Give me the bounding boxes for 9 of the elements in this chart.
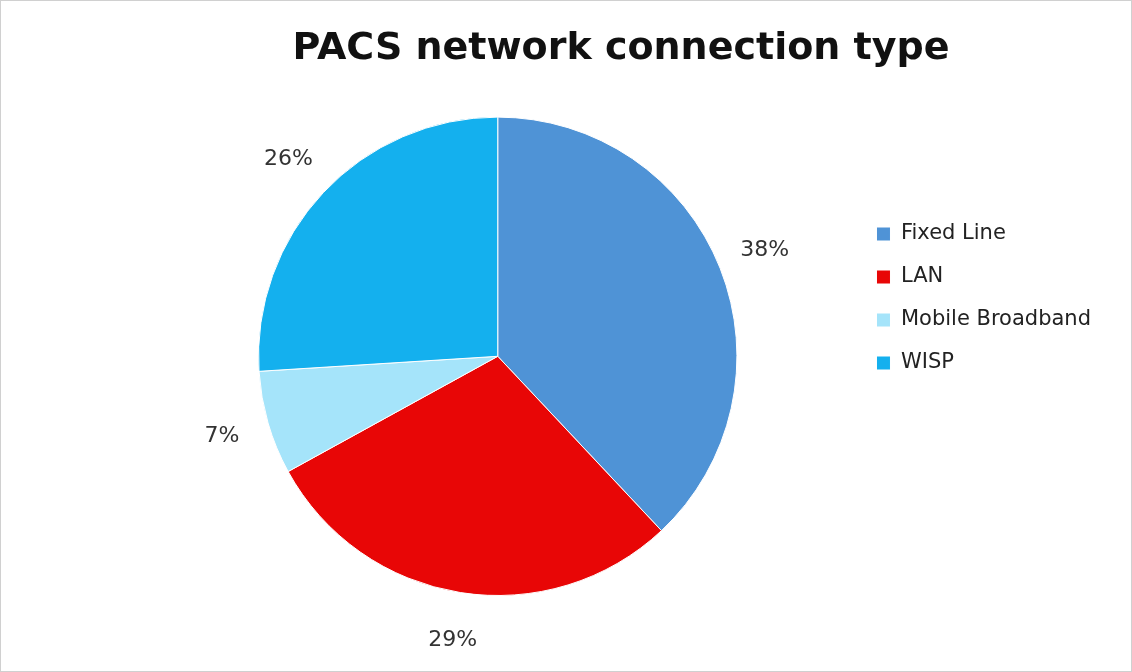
data-label: 26% (263, 145, 313, 171)
legend-label: Fixed Line (900, 220, 1006, 245)
legend-label: Mobile Broadband (900, 306, 1092, 331)
data-label: 38% (740, 236, 790, 262)
legend-label: WISP (900, 349, 954, 374)
chart-title: PACS network connection type (292, 23, 950, 68)
data-label: 7% (204, 422, 240, 448)
legend-label: LAN (900, 263, 944, 288)
data-label: 29% (428, 625, 478, 651)
